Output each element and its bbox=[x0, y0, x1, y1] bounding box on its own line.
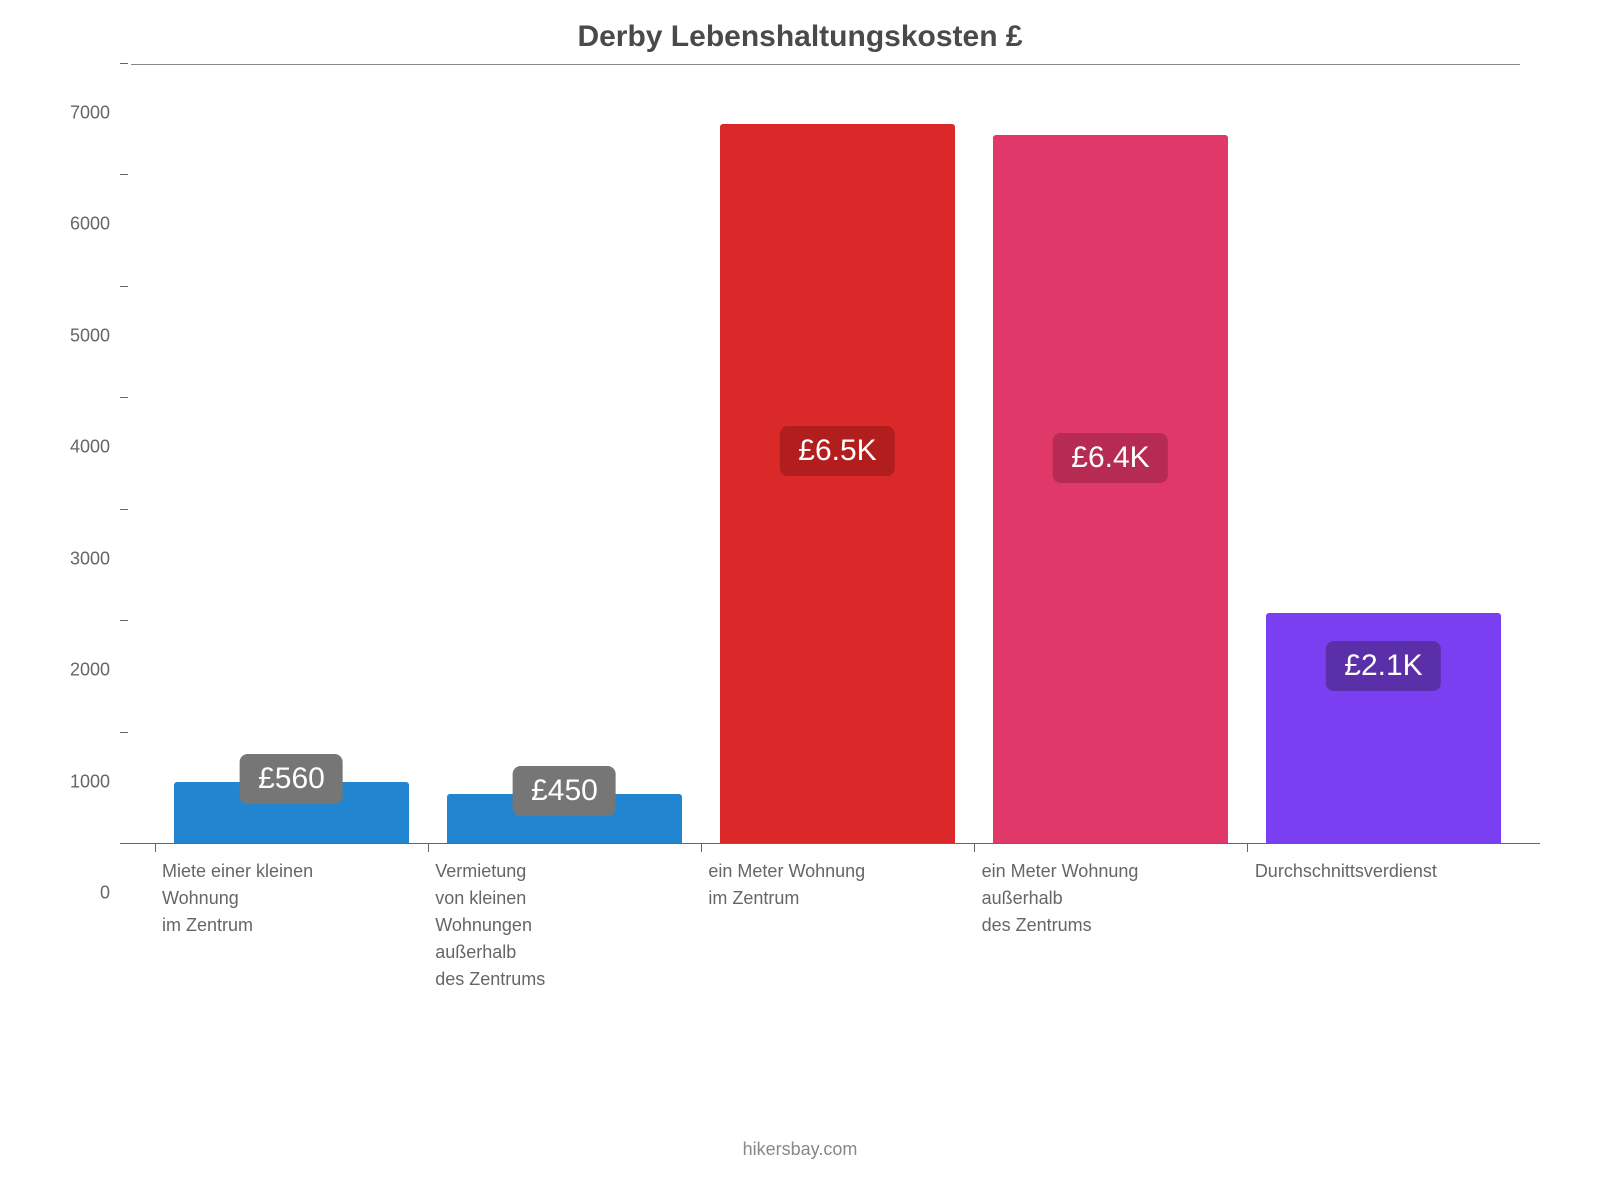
bar: £2.1K bbox=[1266, 613, 1501, 844]
x-label-slot: ein Meter Wohnung außerhalb des Zentrums bbox=[974, 844, 1247, 993]
y-tick-mark bbox=[120, 732, 128, 733]
y-axis: 01000200030004000500060007000 bbox=[60, 134, 120, 914]
bars-wrap: £560 £450 £6.5K £6.4K £2.1K bbox=[155, 64, 1520, 844]
y-tick-label: 6000 bbox=[70, 214, 110, 235]
y-tick-mark bbox=[120, 174, 128, 175]
bar: £450 bbox=[447, 794, 682, 844]
chart-title: Derby Lebenshaltungskosten £ bbox=[60, 20, 1540, 54]
value-badge: £560 bbox=[240, 754, 343, 804]
y-tick-mark bbox=[120, 63, 128, 64]
x-axis-label: Vermietung von kleinen Wohnungen außerha… bbox=[435, 858, 692, 993]
x-axis-label: ein Meter Wohnung im Zentrum bbox=[708, 858, 965, 912]
y-tick-mark bbox=[120, 509, 128, 510]
y-tick-mark bbox=[120, 620, 128, 621]
attribution-text: hikersbay.com bbox=[60, 1139, 1540, 1160]
y-tick-label: 0 bbox=[100, 883, 110, 904]
value-badge: £6.5K bbox=[780, 426, 894, 476]
plot-outer: 01000200030004000500060007000 £560£450£6… bbox=[60, 64, 1540, 844]
x-axis-label: Durchschnittsverdienst bbox=[1255, 858, 1512, 885]
y-tick-label: 7000 bbox=[70, 103, 110, 124]
y-tick-label: 4000 bbox=[70, 437, 110, 458]
y-tick-mark bbox=[120, 286, 128, 287]
x-axis-labels: Miete einer kleinen Wohnung im ZentrumVe… bbox=[154, 844, 1520, 993]
value-badge: £6.4K bbox=[1053, 433, 1167, 483]
bar-slot: £6.4K bbox=[974, 64, 1247, 844]
bar: £560 bbox=[174, 782, 409, 844]
plot-area: £560 £450 £6.5K £6.4K £2.1K bbox=[130, 64, 1520, 844]
y-tick-mark bbox=[120, 843, 128, 844]
x-label-slot: Vermietung von kleinen Wohnungen außerha… bbox=[427, 844, 700, 993]
x-label-slot: Miete einer kleinen Wohnung im Zentrum bbox=[154, 844, 427, 993]
y-tick-label: 1000 bbox=[70, 771, 110, 792]
cost-of-living-chart: Derby Lebenshaltungskosten £ 0 1000 2000 30… bbox=[60, 20, 1540, 1180]
bar-slot: £6.5K bbox=[701, 64, 974, 844]
bar-slot: £2.1K bbox=[1247, 64, 1520, 844]
bar-slot: £450 bbox=[428, 64, 701, 844]
y-tick-label: 2000 bbox=[70, 660, 110, 681]
x-axis-label: ein Meter Wohnung außerhalb des Zentrums bbox=[982, 858, 1239, 939]
y-tick-mark bbox=[120, 397, 128, 398]
bar-slot: £560 bbox=[155, 64, 428, 844]
x-label-slot: Durchschnittsverdienst bbox=[1247, 844, 1520, 993]
x-axis-label: Miete einer kleinen Wohnung im Zentrum bbox=[162, 858, 419, 939]
value-badge: £2.1K bbox=[1326, 641, 1440, 691]
bar: £6.4K bbox=[993, 135, 1228, 844]
y-tick-label: 5000 bbox=[70, 325, 110, 346]
x-label-slot: ein Meter Wohnung im Zentrum bbox=[700, 844, 973, 993]
value-badge: £450 bbox=[513, 766, 616, 816]
y-tick-label: 3000 bbox=[70, 548, 110, 569]
bar: £6.5K bbox=[720, 124, 955, 844]
